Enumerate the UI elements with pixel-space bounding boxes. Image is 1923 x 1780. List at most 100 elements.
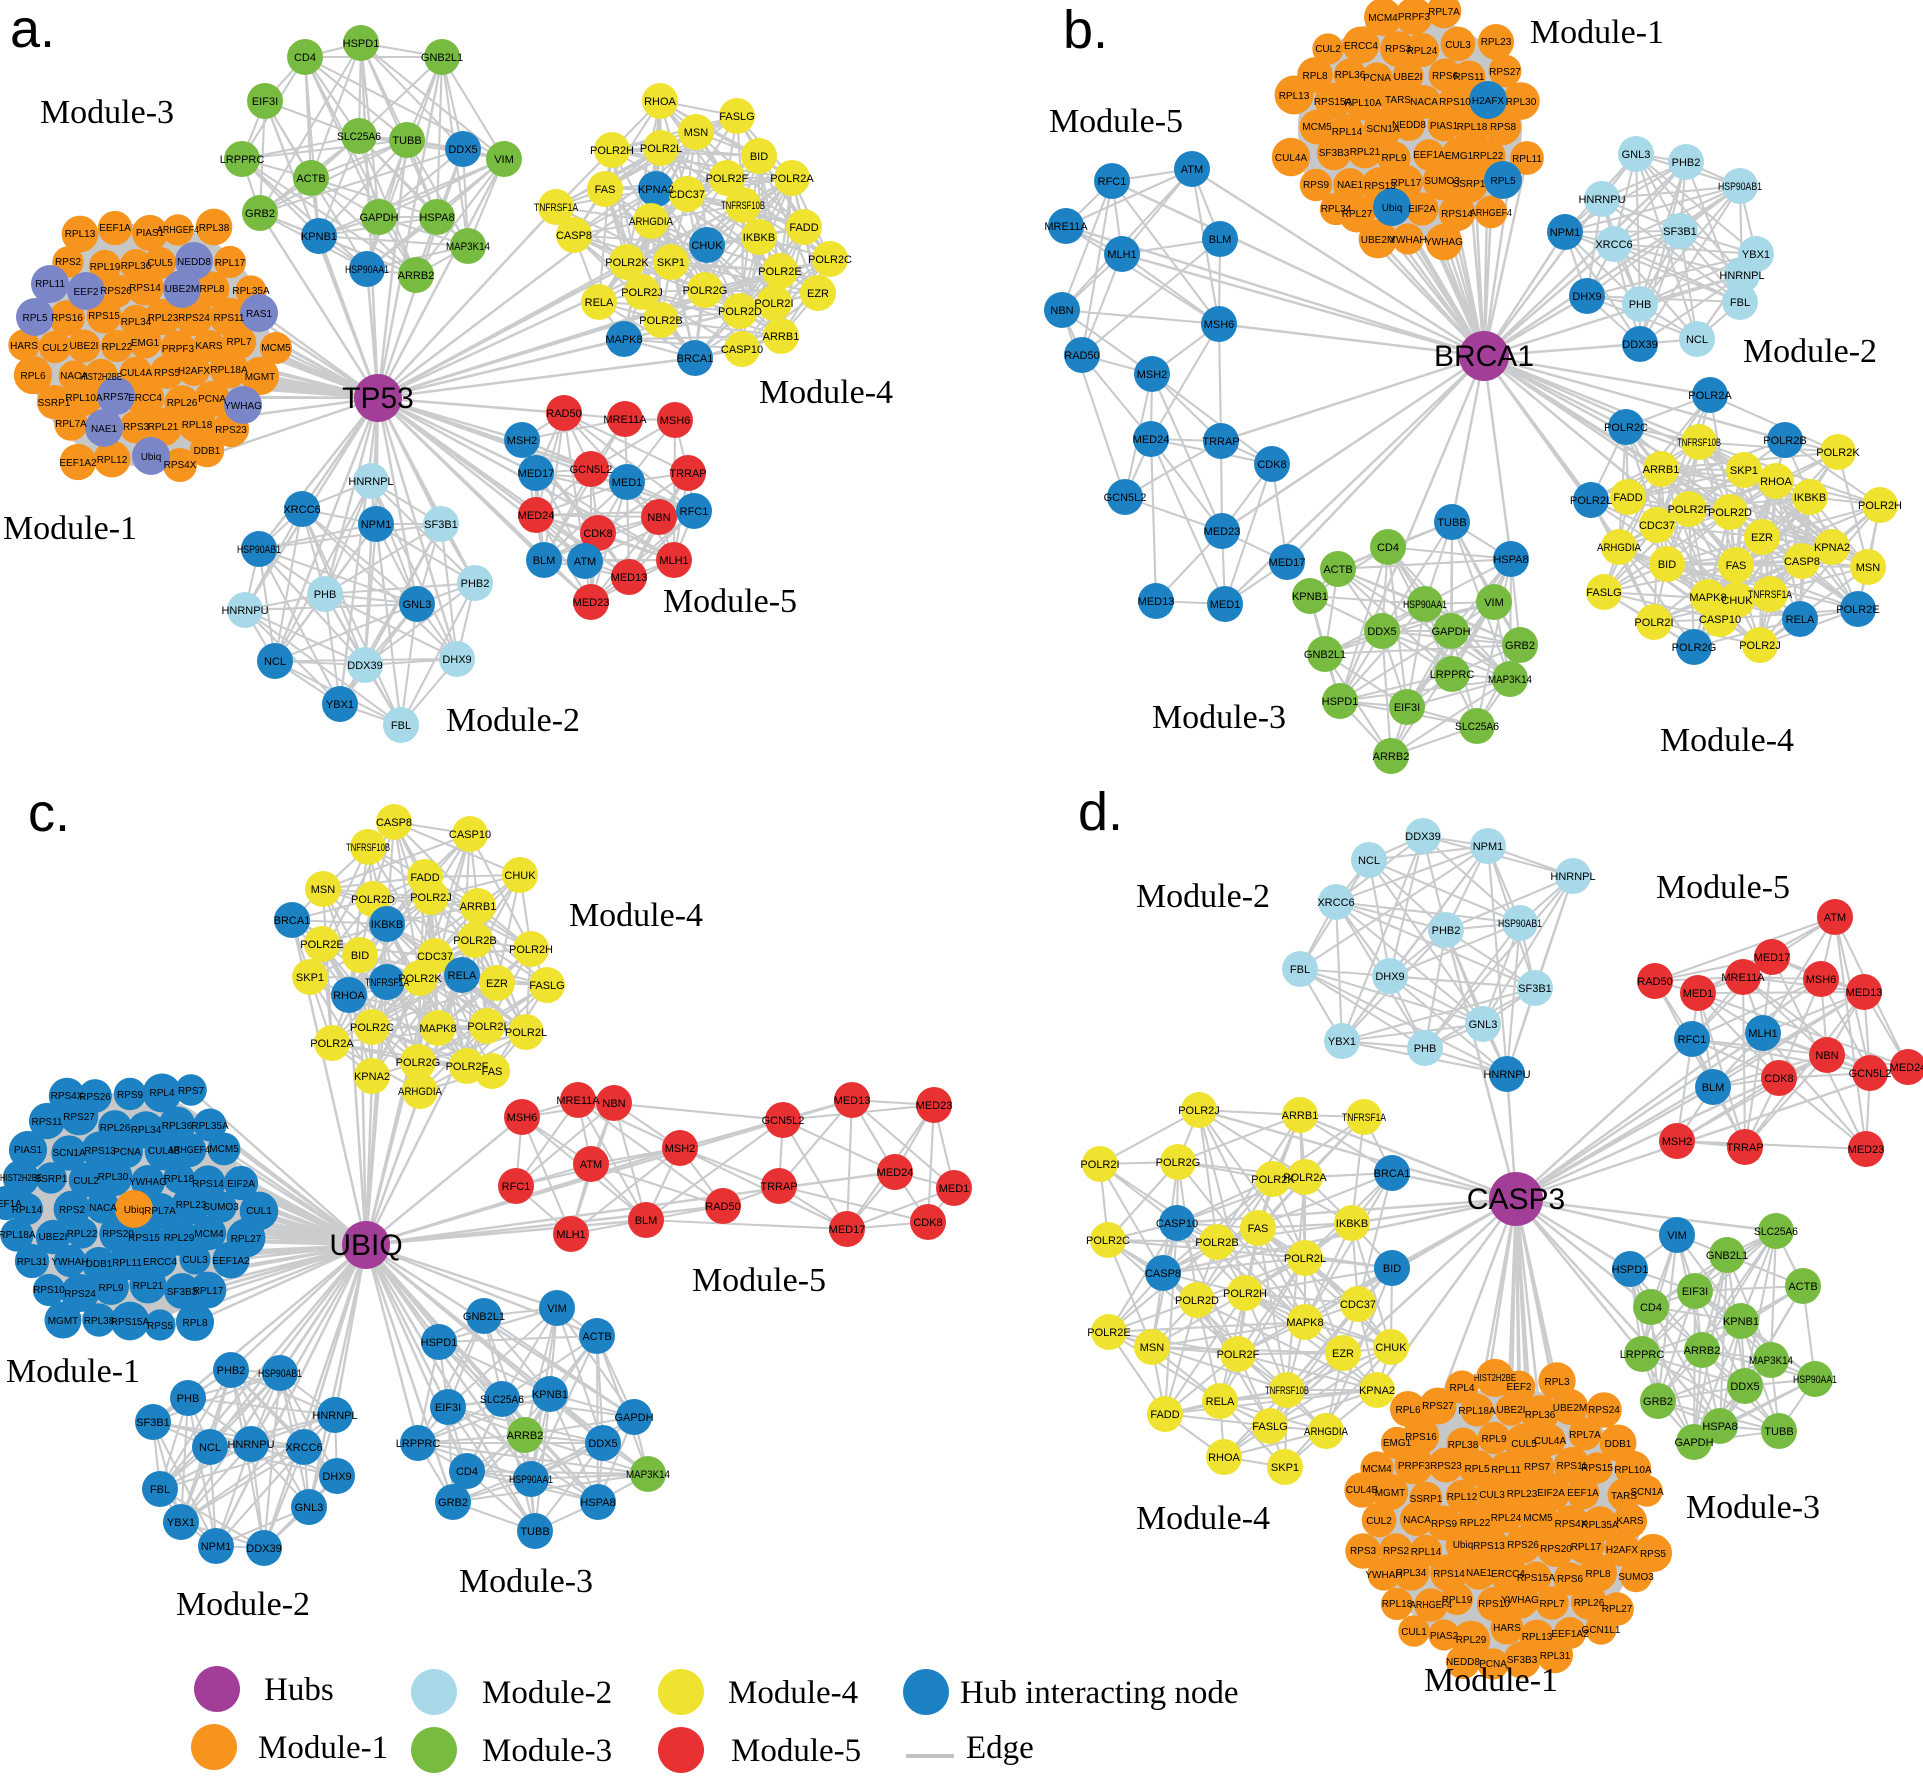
svg-text:CDC37: CDC37 <box>1639 520 1675 532</box>
svg-text:RPL34: RPL34 <box>131 1125 162 1136</box>
svg-text:RPL34: RPL34 <box>1396 1568 1427 1579</box>
svg-text:FADD: FADD <box>1613 492 1642 504</box>
svg-text:VIM: VIM <box>547 1303 567 1315</box>
svg-text:CHUK: CHUK <box>691 240 723 252</box>
svg-text:GNB2L1: GNB2L1 <box>1706 1250 1748 1262</box>
svg-text:RPS20: RPS20 <box>102 1229 134 1240</box>
svg-text:GCN1L1: GCN1L1 <box>1582 1625 1621 1636</box>
svg-text:RPS16: RPS16 <box>1405 1432 1437 1443</box>
svg-text:RPL22: RPL22 <box>102 342 133 353</box>
svg-text:ARHGDIA: ARHGDIA <box>629 216 674 228</box>
svg-text:RPL23: RPL23 <box>1507 1489 1538 1500</box>
svg-text:RELA: RELA <box>448 970 477 982</box>
svg-text:NPM1: NPM1 <box>1473 841 1504 853</box>
svg-text:RPL17: RPL17 <box>1571 1542 1602 1553</box>
svg-text:IKBKB: IKBKB <box>743 232 775 244</box>
svg-text:RPS13: RPS13 <box>1364 181 1396 192</box>
svg-text:VIM: VIM <box>494 154 514 166</box>
svg-text:HSPA8: HSPA8 <box>419 212 454 224</box>
svg-text:GAPDH: GAPDH <box>359 212 398 224</box>
svg-text:RPS15: RPS15 <box>128 1233 160 1244</box>
svg-text:Module-5: Module-5 <box>1049 103 1183 140</box>
svg-text:CUL3: CUL3 <box>182 1255 208 1266</box>
svg-text:CHUK: CHUK <box>1721 595 1753 607</box>
svg-text:ARHGEF4: ARHGEF4 <box>1470 208 1512 219</box>
svg-text:RPS26: RPS26 <box>100 286 132 297</box>
svg-text:Module-3: Module-3 <box>1686 1489 1820 1526</box>
svg-text:DDX39: DDX39 <box>347 660 382 672</box>
svg-text:YBX1: YBX1 <box>1328 1036 1356 1048</box>
svg-text:MSH2: MSH2 <box>1137 369 1168 381</box>
svg-text:SUMO3: SUMO3 <box>1618 1572 1654 1583</box>
svg-text:RFC1: RFC1 <box>1678 1034 1707 1046</box>
svg-text:MED24: MED24 <box>1133 434 1170 446</box>
svg-text:Module-3: Module-3 <box>1152 699 1286 736</box>
svg-text:NCL: NCL <box>199 1442 221 1454</box>
svg-text:RPL17: RPL17 <box>193 1286 224 1297</box>
svg-text:POLR2D: POLR2D <box>718 306 762 318</box>
svg-text:TUBB: TUBB <box>1437 517 1466 529</box>
svg-text:UBE2I: UBE2I <box>1394 72 1423 83</box>
svg-text:UBE2M: UBE2M <box>1361 235 1395 246</box>
svg-text:GNB2L1: GNB2L1 <box>421 52 463 64</box>
svg-text:MCM5: MCM5 <box>1302 122 1332 133</box>
svg-text:MGMT: MGMT <box>1375 1488 1406 1499</box>
svg-text:POLR2B: POLR2B <box>1763 435 1806 447</box>
svg-text:MSH6: MSH6 <box>1806 974 1837 986</box>
svg-text:FBL: FBL <box>150 1484 170 1496</box>
svg-text:MED1: MED1 <box>1683 988 1714 1000</box>
svg-text:POLR2K: POLR2K <box>1251 1174 1295 1186</box>
svg-text:Module-1: Module-1 <box>6 1353 140 1390</box>
svg-text:MED1: MED1 <box>1210 599 1241 611</box>
svg-text:RPL5: RPL5 <box>22 313 47 324</box>
svg-text:HNRNPL: HNRNPL <box>348 476 393 488</box>
svg-text:RPS24: RPS24 <box>1588 1405 1620 1416</box>
svg-text:EEF1A: EEF1A <box>1567 1488 1599 1499</box>
svg-text:RPL23: RPL23 <box>1481 37 1512 48</box>
svg-text:POLR2D: POLR2D <box>1175 1295 1219 1307</box>
svg-text:RPS14: RPS14 <box>1433 1569 1465 1580</box>
svg-text:Edge: Edge <box>966 1730 1034 1766</box>
svg-text:GAPDH: GAPDH <box>1674 1437 1713 1449</box>
svg-text:NCL: NCL <box>1686 334 1708 346</box>
svg-text:GAPDH: GAPDH <box>1431 626 1470 638</box>
svg-text:ACTB: ACTB <box>1788 1281 1817 1293</box>
svg-text:BID: BID <box>1383 1263 1401 1275</box>
svg-text:GNB2L1: GNB2L1 <box>1304 649 1346 661</box>
svg-text:POLR2K: POLR2K <box>605 257 649 269</box>
svg-text:CUL3: CUL3 <box>1479 1490 1505 1501</box>
svg-text:YBX1: YBX1 <box>1742 249 1770 261</box>
svg-text:RPS2: RPS2 <box>55 257 82 268</box>
svg-text:CUL4A: CUL4A <box>1275 153 1308 164</box>
svg-text:RPS3: RPS3 <box>123 422 150 433</box>
svg-text:EIF3I: EIF3I <box>435 1402 461 1414</box>
svg-text:H2AFX: H2AFX <box>1606 1545 1639 1556</box>
svg-text:NAE1: NAE1 <box>91 424 118 435</box>
svg-text:POLR2D: POLR2D <box>1708 507 1752 519</box>
svg-text:ERCC4: ERCC4 <box>128 393 162 404</box>
svg-text:NACA: NACA <box>89 1203 117 1214</box>
svg-text:FAS: FAS <box>1726 560 1747 572</box>
svg-text:RPS3: RPS3 <box>1385 44 1412 55</box>
svg-text:NBN: NBN <box>647 512 670 524</box>
svg-text:RPS23: RPS23 <box>1430 1461 1462 1472</box>
svg-text:MGMT: MGMT <box>245 372 276 383</box>
svg-text:RPL14: RPL14 <box>1411 1547 1442 1558</box>
svg-text:ARHGEF4: ARHGEF4 <box>168 1145 210 1156</box>
svg-text:ARHGDIA: ARHGDIA <box>398 1086 443 1098</box>
svg-text:POLR2I: POLR2I <box>754 298 793 310</box>
svg-text:YWHAH: YWHAH <box>1365 1570 1402 1581</box>
svg-text:SF3B1: SF3B1 <box>136 1417 170 1429</box>
svg-text:MRE11A: MRE11A <box>1044 221 1088 233</box>
svg-text:EMG1: EMG1 <box>1383 1438 1412 1449</box>
svg-text:Module-5: Module-5 <box>1656 869 1790 906</box>
svg-text:RPS4X: RPS4X <box>1555 1519 1588 1530</box>
svg-text:RPS5: RPS5 <box>147 1321 174 1332</box>
svg-text:KPNA2: KPNA2 <box>1814 542 1850 554</box>
svg-text:SSRP1: SSRP1 <box>35 1174 68 1185</box>
svg-text:RPL11: RPL11 <box>1491 1465 1521 1476</box>
svg-text:RPL36: RPL36 <box>1525 1410 1556 1421</box>
svg-text:TNFRSF1A: TNFRSF1A <box>365 977 410 989</box>
svg-text:SKP1: SKP1 <box>657 257 685 269</box>
svg-text:MSH6: MSH6 <box>660 415 691 427</box>
